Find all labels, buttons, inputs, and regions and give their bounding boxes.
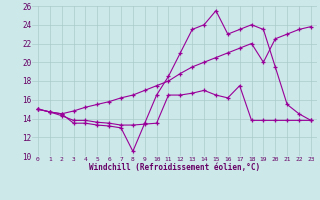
X-axis label: Windchill (Refroidissement éolien,°C): Windchill (Refroidissement éolien,°C) xyxy=(89,163,260,172)
